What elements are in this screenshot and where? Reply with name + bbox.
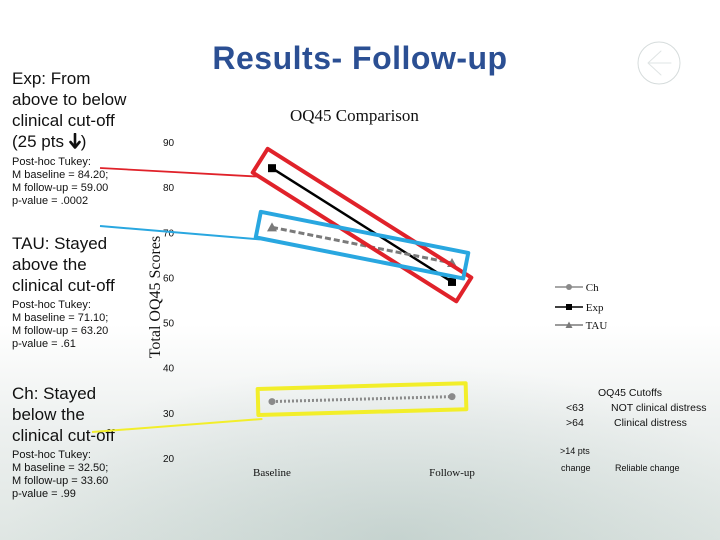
exp-detail-line: Post-hoc Tukey: (12, 156, 91, 168)
change-threshold: >14 pts (560, 446, 590, 456)
tau-highlight-outline (253, 209, 471, 281)
exp-connector-line (99, 167, 257, 178)
exp-detail-line: M baseline = 84.20; (12, 169, 109, 181)
series-line-tau (271, 225, 453, 265)
y-tick-label: 90 (163, 138, 175, 149)
ch-highlight-outline (255, 381, 469, 417)
data-point-tau (267, 222, 277, 232)
exp-detail-line: M follow-up = 59.00 (12, 182, 109, 194)
tau-detail-line: Post-hoc Tukey: (12, 299, 91, 311)
chart-title: OQ45 Comparison (290, 106, 419, 125)
ch-detail-line: Post-hoc Tukey: (12, 449, 91, 461)
exp-detail-line: p-value = .0002 (12, 195, 89, 207)
tau-heading-line: TAU: Stayed (12, 234, 108, 253)
down-arrow-icon (68, 132, 81, 149)
series-line-ch (271, 395, 453, 404)
change-word: change (561, 463, 591, 473)
exp-heading-line: Exp: From (12, 69, 91, 88)
exp-heading-pts: (25 pts ) (12, 131, 126, 152)
legend-swatch-tau (555, 321, 583, 328)
y-tick-label: 20 (163, 454, 175, 465)
legend-label-ch: Ch (585, 282, 599, 294)
exp-heading-line: clinical cut-off (12, 111, 115, 130)
y-tick-label: 60 (163, 273, 175, 284)
y-tick-label: 40 (163, 364, 175, 375)
cutoff-meaning: NOT clinical distress (611, 402, 707, 414)
data-point-exp (448, 277, 456, 286)
cutoff-meaning: Clinical distress (614, 417, 687, 429)
tau-connector-line (99, 225, 260, 241)
y-tick-label: 70 (163, 228, 175, 239)
tau-detail-line: M baseline = 71.10; (12, 312, 109, 324)
change-meaning: Reliable change (615, 463, 680, 473)
ch-summary: Ch: Stayed below the clinical cut-off Po… (12, 383, 115, 501)
y-tick-label: 30 (163, 409, 175, 420)
background-glow (0, 360, 720, 540)
tau-summary: TAU: Stayed above the clinical cut-off P… (12, 233, 115, 351)
cutoff-range: >64 (566, 417, 584, 429)
cutoff-range: <63 (566, 402, 584, 414)
legend-swatch-ch (555, 284, 583, 290)
data-point-ch (448, 393, 456, 401)
data-point-ch (268, 398, 276, 406)
ch-detail-line: M baseline = 32.50; (12, 462, 109, 474)
tau-heading-line: clinical cut-off (12, 276, 115, 295)
x-tick-label: Follow-up (429, 467, 475, 479)
ch-connector-line (91, 417, 263, 433)
exp-summary: Exp: From above to below clinical cut-of… (12, 68, 126, 208)
legend-item-exp: Exp (555, 302, 603, 314)
exp-heading-line: above to below (12, 90, 127, 109)
exp-highlight-outline (250, 146, 474, 304)
legend-label-exp: Exp (585, 302, 604, 314)
ch-detail-line: p-value = .99 (12, 488, 76, 500)
slide-title: Results- Follow-up (212, 40, 508, 76)
back-arrow-circle-icon[interactable] (634, 38, 684, 88)
ch-heading-line: Ch: Stayed (12, 384, 97, 403)
data-point-exp (268, 164, 276, 173)
cutoffs-title: OQ45 Cutoffs (598, 387, 663, 399)
tau-detail-line: p-value = .61 (12, 338, 76, 350)
y-tick-label: 80 (163, 183, 175, 194)
ch-detail-line: M follow-up = 33.60 (12, 475, 109, 487)
legend-swatch-exp (555, 304, 583, 310)
legend-item-ch: Ch (555, 282, 599, 294)
series-line-exp (271, 167, 453, 283)
x-tick-label: Baseline (253, 467, 291, 479)
exp-heading-close: ) (80, 132, 87, 151)
exp-heading-pts-text: (25 pts (12, 132, 64, 151)
ch-heading-line: clinical cut-off (12, 426, 115, 445)
y-tick-label: 50 (163, 319, 175, 330)
legend-item-tau: TAU (555, 320, 607, 332)
ch-heading-line: below the (12, 405, 85, 424)
legend-label-tau: TAU (585, 320, 608, 332)
tau-detail-line: M follow-up = 63.20 (12, 325, 109, 337)
tau-heading-line: above the (12, 255, 87, 274)
